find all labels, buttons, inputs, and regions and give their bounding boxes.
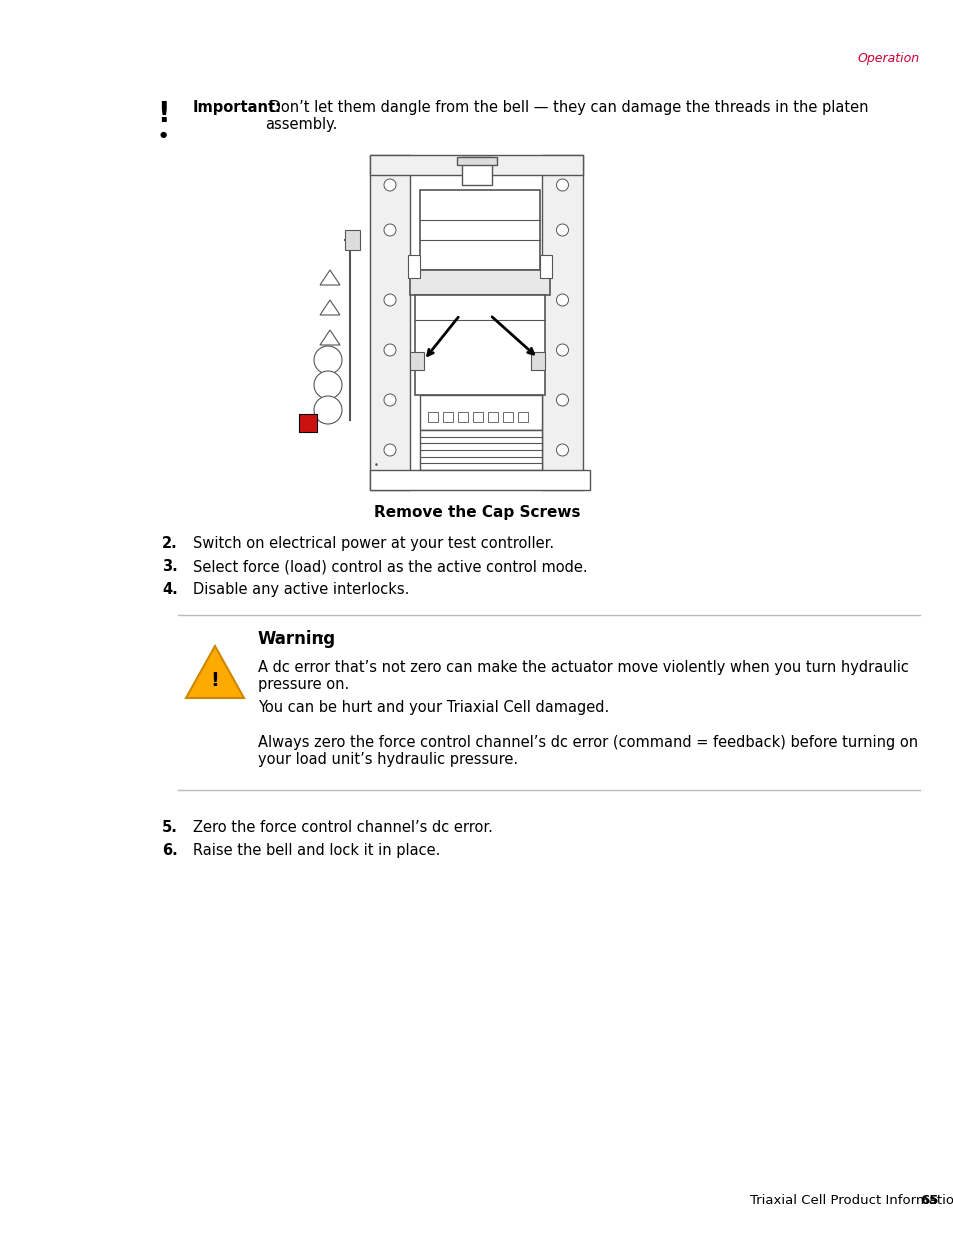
Bar bbox=[419, 190, 539, 270]
Bar bbox=[345, 230, 359, 249]
Circle shape bbox=[556, 345, 568, 356]
Bar bbox=[428, 412, 437, 422]
Circle shape bbox=[556, 224, 568, 236]
Bar bbox=[408, 254, 419, 278]
Text: !: ! bbox=[156, 100, 169, 128]
Bar bbox=[456, 157, 497, 165]
Text: 6.: 6. bbox=[162, 844, 178, 858]
Circle shape bbox=[384, 445, 395, 456]
Circle shape bbox=[384, 179, 395, 191]
Text: 3.: 3. bbox=[162, 559, 178, 574]
Text: Important:: Important: bbox=[193, 100, 282, 115]
Text: Zero the force control channel’s dc error.: Zero the force control channel’s dc erro… bbox=[193, 820, 493, 835]
Circle shape bbox=[314, 370, 341, 399]
Text: Warning: Warning bbox=[257, 630, 335, 648]
Polygon shape bbox=[319, 300, 339, 315]
Text: ●: ● bbox=[159, 130, 167, 140]
Text: Disable any active interlocks.: Disable any active interlocks. bbox=[193, 582, 409, 597]
Text: •: • bbox=[374, 461, 378, 469]
Circle shape bbox=[384, 345, 395, 356]
Text: You can be hurt and your Triaxial Cell damaged.: You can be hurt and your Triaxial Cell d… bbox=[257, 700, 609, 715]
Text: Remove the Cap Screws: Remove the Cap Screws bbox=[374, 505, 579, 520]
Bar bbox=[415, 295, 544, 395]
Text: Operation: Operation bbox=[857, 52, 919, 65]
Bar bbox=[473, 412, 482, 422]
Circle shape bbox=[556, 445, 568, 456]
Bar bbox=[419, 395, 541, 430]
Circle shape bbox=[314, 396, 341, 424]
Text: Don’t let them dangle from the bell — they can damage the threads in the platen
: Don’t let them dangle from the bell — th… bbox=[265, 100, 867, 132]
Bar bbox=[410, 270, 550, 295]
Bar bbox=[370, 156, 582, 175]
Bar bbox=[517, 412, 527, 422]
Bar bbox=[502, 412, 513, 422]
Bar bbox=[488, 412, 497, 422]
Text: Triaxial Cell Product Information |: Triaxial Cell Product Information | bbox=[749, 1194, 953, 1207]
Bar bbox=[370, 471, 589, 490]
Circle shape bbox=[314, 346, 341, 374]
Bar bbox=[370, 156, 410, 490]
Polygon shape bbox=[186, 646, 244, 698]
Bar bbox=[541, 156, 582, 490]
Bar bbox=[298, 414, 316, 432]
Bar bbox=[531, 352, 544, 370]
Circle shape bbox=[556, 179, 568, 191]
Bar bbox=[410, 352, 423, 370]
Circle shape bbox=[556, 294, 568, 306]
Text: !: ! bbox=[211, 671, 219, 689]
Circle shape bbox=[384, 294, 395, 306]
Circle shape bbox=[384, 394, 395, 406]
Text: Select force (load) control as the active control mode.: Select force (load) control as the activ… bbox=[193, 559, 587, 574]
Text: :: : bbox=[318, 630, 324, 648]
Text: 65: 65 bbox=[919, 1194, 938, 1207]
Text: 4.: 4. bbox=[162, 582, 178, 597]
Circle shape bbox=[556, 394, 568, 406]
Bar bbox=[442, 412, 453, 422]
Bar bbox=[419, 430, 541, 471]
Circle shape bbox=[384, 224, 395, 236]
Text: Always zero the force control channel’s dc error (command = feedback) before tur: Always zero the force control channel’s … bbox=[257, 735, 917, 767]
Bar bbox=[461, 157, 492, 185]
Bar bbox=[539, 254, 552, 278]
Text: Switch on electrical power at your test controller.: Switch on electrical power at your test … bbox=[193, 536, 554, 551]
Polygon shape bbox=[319, 330, 339, 345]
Polygon shape bbox=[319, 270, 339, 285]
Bar bbox=[457, 412, 468, 422]
Text: 5.: 5. bbox=[162, 820, 178, 835]
Text: 2.: 2. bbox=[162, 536, 178, 551]
Text: A dc error that’s not zero can make the actuator move violently when you turn hy: A dc error that’s not zero can make the … bbox=[257, 659, 908, 693]
Text: Raise the bell and lock it in place.: Raise the bell and lock it in place. bbox=[193, 844, 440, 858]
